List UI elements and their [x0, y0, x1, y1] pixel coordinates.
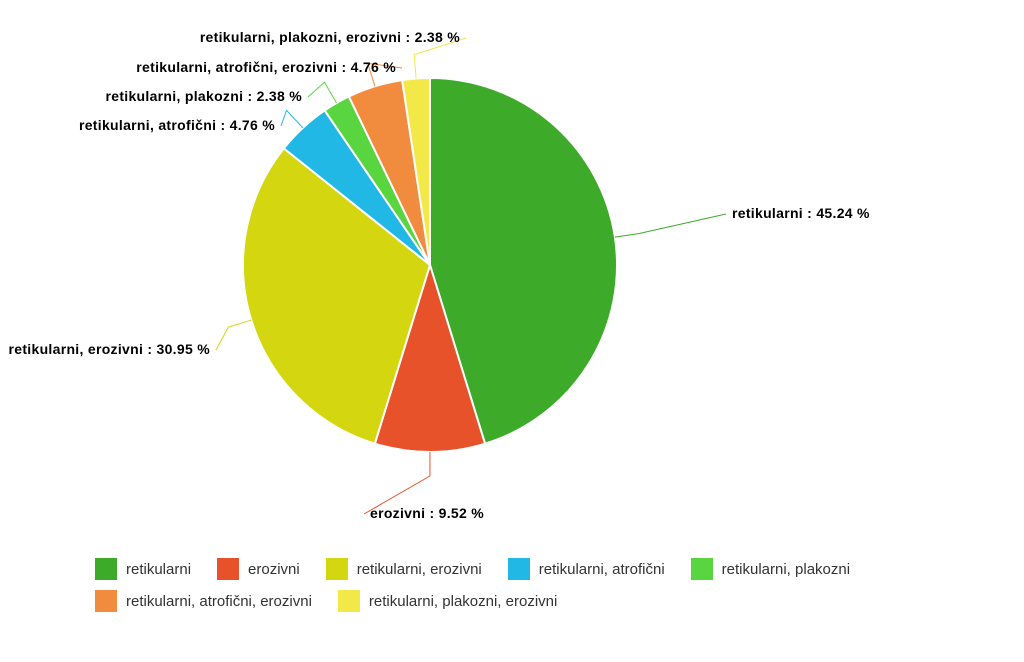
slice-label: retikularni, erozivni : 30.95 %	[9, 341, 211, 357]
pie-chart-container: retikularni : 45.24 % erozivni : 9.52 % re…	[0, 0, 1024, 540]
legend-swatch	[338, 590, 360, 612]
legend-item: retikularni	[95, 558, 191, 580]
legend-swatch	[691, 558, 713, 580]
legend-label: retikularni, erozivni	[357, 561, 482, 578]
legend-label: retikularni	[126, 561, 191, 578]
slice-label: retikularni, plakozni, erozivni : 2.38 %	[200, 29, 460, 45]
legend-label: retikularni, atrofični, erozivni	[126, 593, 312, 610]
legend-swatch	[326, 558, 348, 580]
legend: retikularni erozivni retikularni, erozivni…	[95, 558, 955, 612]
slice-label: retikularni : 45.24 %	[732, 205, 870, 221]
legend-label: retikularni, plakozni, erozivni	[369, 593, 557, 610]
legend-item: retikularni, atrofični, erozivni	[95, 590, 312, 612]
slice-label: retikularni, atrofični, erozivni : 4.76 …	[136, 59, 396, 75]
legend-label: erozivni	[248, 561, 300, 578]
legend-label: retikularni, atrofični	[539, 561, 665, 578]
legend-item: erozivni	[217, 558, 300, 580]
legend-item: retikularni, atrofični	[508, 558, 665, 580]
slice-label: retikularni, atrofični : 4.76 %	[79, 117, 275, 133]
slice-label: retikularni, plakozni : 2.38 %	[105, 88, 302, 104]
legend-swatch	[95, 558, 117, 580]
leader-line	[308, 82, 337, 103]
legend-swatch	[508, 558, 530, 580]
pie-chart-svg	[0, 0, 1024, 540]
legend-swatch	[217, 558, 239, 580]
leader-line	[281, 110, 303, 128]
leader-line	[216, 320, 251, 350]
leader-line	[615, 214, 726, 237]
legend-label: retikularni, plakozni	[722, 561, 850, 578]
legend-item: retikularni, plakozni, erozivni	[338, 590, 557, 612]
legend-swatch	[95, 590, 117, 612]
legend-item: retikularni, erozivni	[326, 558, 482, 580]
slice-label: erozivni : 9.52 %	[370, 505, 484, 521]
legend-item: retikularni, plakozni	[691, 558, 850, 580]
